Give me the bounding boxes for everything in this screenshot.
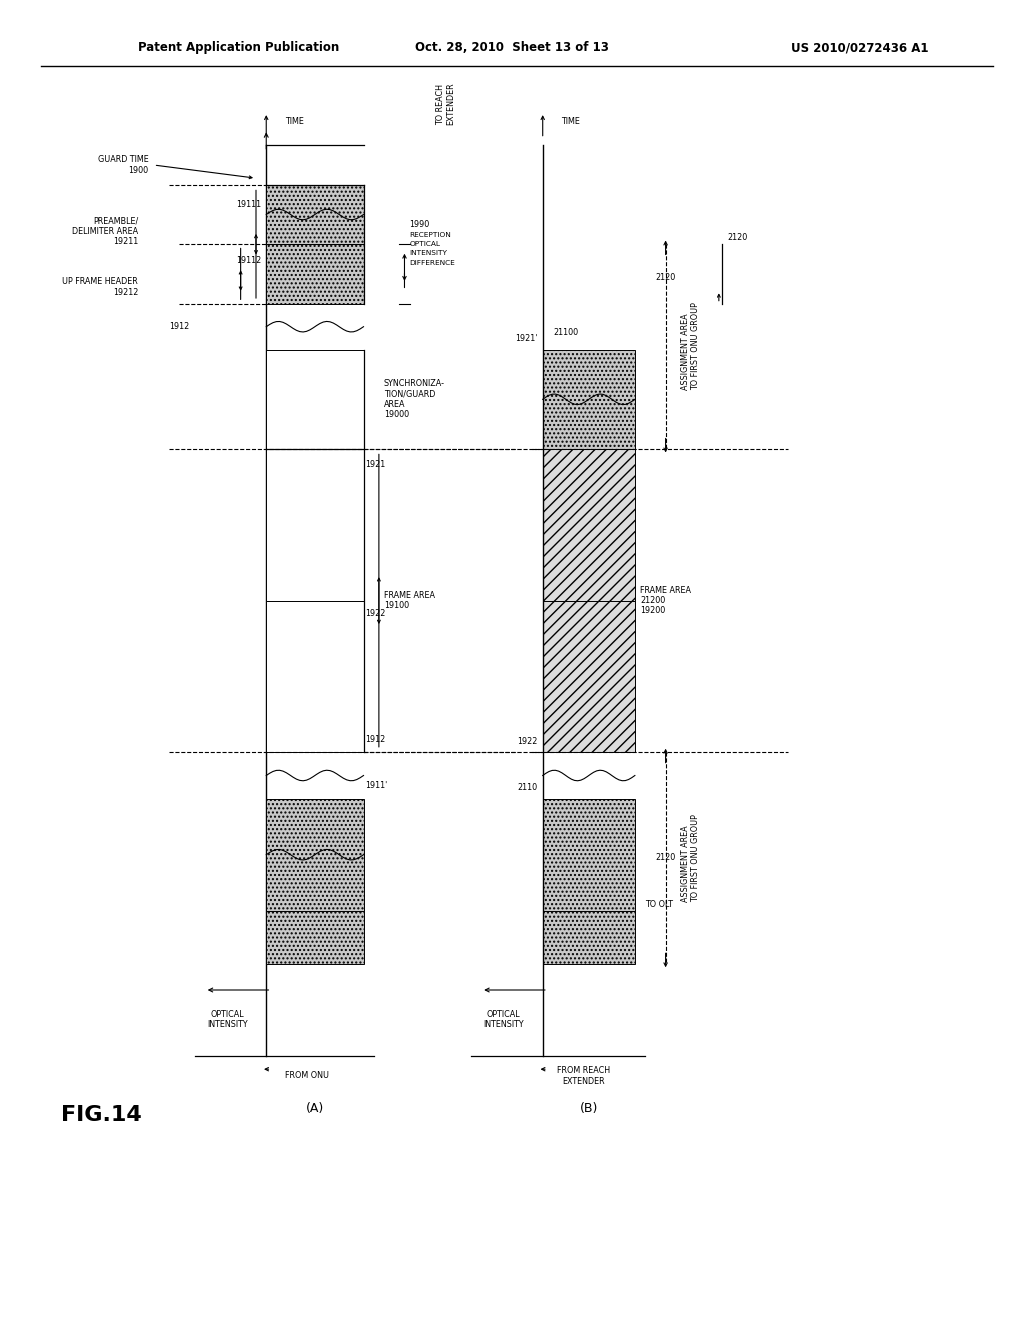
Bar	[543, 911, 635, 964]
Text: ASSIGNMENT AREA
TO FIRST ONU GROUP: ASSIGNMENT AREA TO FIRST ONU GROUP	[681, 302, 700, 391]
Text: FROM ONU: FROM ONU	[286, 1072, 329, 1080]
Text: US 2010/0272436 A1: US 2010/0272436 A1	[792, 41, 929, 54]
Text: 19112: 19112	[236, 256, 261, 264]
Text: ASSIGNMENT AREA
TO FIRST ONU GROUP: ASSIGNMENT AREA TO FIRST ONU GROUP	[681, 814, 700, 902]
Text: FRAME AREA
21200
19200: FRAME AREA 21200 19200	[640, 586, 691, 615]
Text: PREAMBLE/
DELIMITER AREA
19211: PREAMBLE/ DELIMITER AREA 19211	[72, 216, 138, 246]
Text: Patent Application Publication: Patent Application Publication	[138, 41, 340, 54]
Bar	[266, 911, 364, 964]
Text: INTENSITY: INTENSITY	[410, 251, 447, 256]
Bar	[543, 601, 635, 752]
Text: 1912: 1912	[169, 322, 189, 331]
Bar	[266, 799, 364, 911]
Text: RECEPTION: RECEPTION	[410, 232, 452, 238]
Text: 1921': 1921'	[515, 334, 538, 343]
Text: TIME: TIME	[285, 117, 303, 125]
Text: TO REACH
EXTENDER: TO REACH EXTENDER	[436, 83, 455, 125]
Text: Oct. 28, 2010  Sheet 13 of 13: Oct. 28, 2010 Sheet 13 of 13	[415, 41, 609, 54]
Text: 1911': 1911'	[366, 781, 388, 789]
Bar	[543, 449, 635, 601]
Text: FROM REACH
EXTENDER: FROM REACH EXTENDER	[557, 1067, 610, 1085]
Text: TIME: TIME	[561, 117, 580, 125]
Text: (B): (B)	[580, 1102, 598, 1115]
Text: 2120: 2120	[655, 273, 676, 281]
Text: OPTICAL
INTENSITY: OPTICAL INTENSITY	[483, 1010, 524, 1030]
Text: GUARD TIME
1900: GUARD TIME 1900	[97, 156, 148, 174]
Bar	[266, 601, 364, 752]
Text: 19111: 19111	[236, 201, 261, 209]
Text: 1990: 1990	[410, 220, 430, 228]
Text: UP FRAME HEADER
19212: UP FRAME HEADER 19212	[62, 277, 138, 297]
Text: 2120: 2120	[727, 234, 748, 242]
Text: OPTICAL: OPTICAL	[410, 242, 440, 247]
Text: TO OLT: TO OLT	[645, 900, 673, 908]
Bar	[543, 350, 635, 449]
Bar	[266, 350, 364, 449]
Bar	[266, 244, 364, 304]
Text: 2110: 2110	[517, 783, 538, 792]
Text: (A): (A)	[306, 1102, 324, 1115]
Bar	[543, 799, 635, 911]
Text: 1921: 1921	[366, 461, 386, 469]
Text: 1912: 1912	[366, 735, 386, 743]
Bar	[266, 185, 364, 244]
Text: 1922: 1922	[517, 737, 538, 746]
Text: 1922: 1922	[366, 610, 386, 618]
Text: FRAME AREA
19100: FRAME AREA 19100	[384, 591, 435, 610]
Text: FIG.14: FIG.14	[61, 1105, 142, 1126]
Text: 2120: 2120	[655, 854, 676, 862]
Text: 21100: 21100	[553, 327, 579, 337]
Text: SYNCHRONIZA-
TION/GUARD
AREA
19000: SYNCHRONIZA- TION/GUARD AREA 19000	[384, 379, 445, 420]
Text: DIFFERENCE: DIFFERENCE	[410, 260, 456, 265]
Bar	[266, 449, 364, 601]
Text: OPTICAL
INTENSITY: OPTICAL INTENSITY	[207, 1010, 248, 1030]
